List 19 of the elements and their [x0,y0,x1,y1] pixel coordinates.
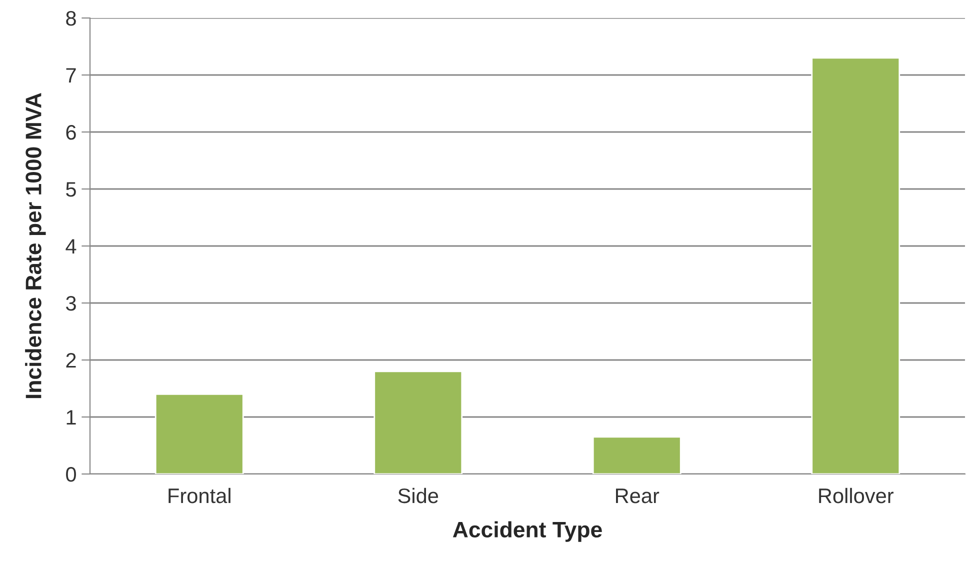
bar [811,57,900,474]
y-tick-label: 7 [66,68,76,83]
x-axis-title: Accident Type [452,521,602,542]
y-tick-label: 2 [66,353,76,368]
y-tick-label: 0 [66,467,76,482]
y-tick-label: 4 [66,239,76,254]
y-axis-title: Incidence Rate per 1000 MVA [25,93,46,398]
bar [154,394,244,474]
y-tick-label: 1 [66,410,76,425]
x-tick-label: Frontal [168,488,230,504]
y-tick-label: 5 [66,182,76,197]
y-tick-label: 3 [66,296,76,311]
x-tick-label: Side [398,488,438,504]
x-tick-label: Rear [616,488,660,504]
y-tick-label: 8 [66,11,76,26]
bar [592,436,682,474]
bar [374,370,463,474]
y-tick-label: 6 [66,125,76,140]
x-tick-label: Rollover [819,488,894,504]
